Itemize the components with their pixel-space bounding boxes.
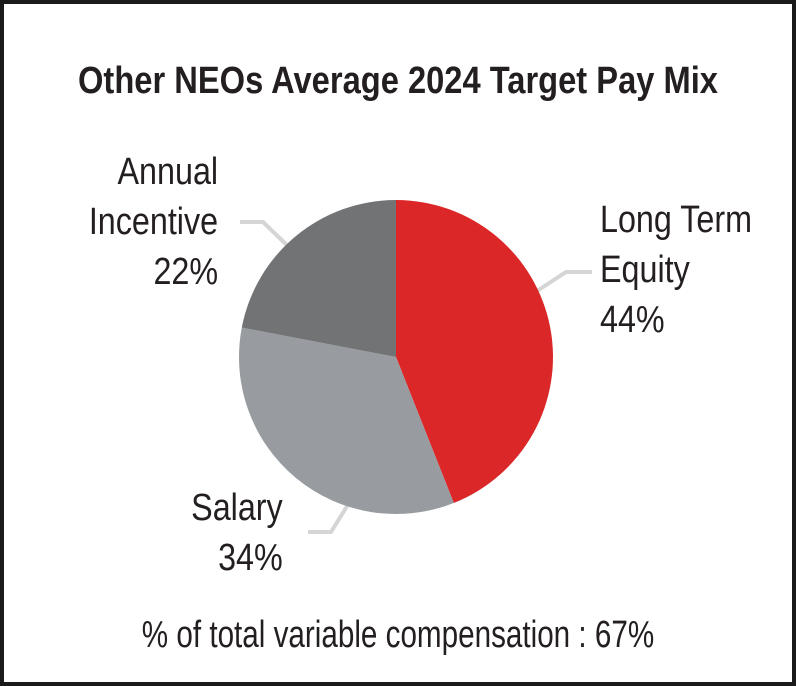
label-annual-incentive-line-2: Incentive <box>88 201 218 243</box>
label-salary: Salary 34% <box>191 483 283 583</box>
label-long-term-equity-line-2: Equity <box>600 249 690 291</box>
label-annual-incentive: Annual Incentive 22% <box>89 147 218 297</box>
chart-title: Other NEOs Average 2024 Target Pay Mix <box>78 60 718 102</box>
pie-slice-long-term-equity <box>396 200 553 503</box>
footnote-total-variable-compensation: % of total variable compensation : 67% <box>141 614 655 656</box>
label-long-term-equity: Long Term Equity 44% <box>600 195 752 345</box>
leader-line-long-term-equity <box>532 270 592 295</box>
leader-line-annual-incentive <box>240 220 294 252</box>
leader-lines <box>240 220 592 534</box>
label-salary-value: 34% <box>218 537 283 579</box>
pie-slice-salary <box>238 327 454 514</box>
label-long-term-equity-value: 44% <box>600 299 665 341</box>
label-annual-incentive-value: 22% <box>153 251 218 293</box>
pie-slices <box>238 200 553 514</box>
label-annual-incentive-line-1: Annual <box>117 151 218 193</box>
label-salary-line-1: Salary <box>191 487 283 529</box>
label-long-term-equity-line-1: Long Term <box>600 199 753 241</box>
pie-slice-annual-incentive <box>241 200 396 357</box>
leader-line-salary <box>308 501 351 534</box>
